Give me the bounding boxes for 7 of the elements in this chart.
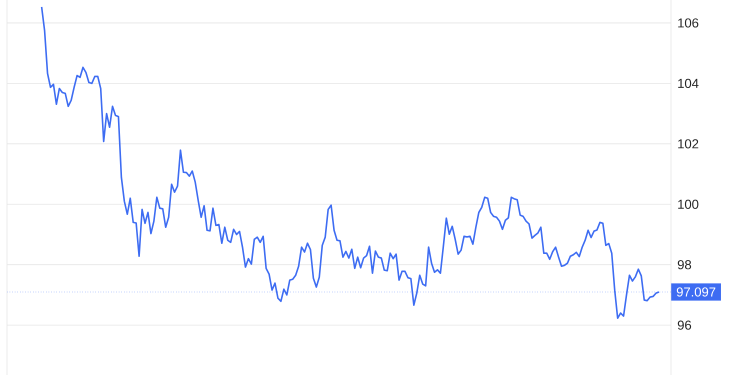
y-tick-label: 104: [678, 78, 699, 88]
y-tick-label: 100: [678, 200, 698, 209]
ref-line-label: 97.097: [676, 287, 716, 297]
y-tick-label: 96: [678, 320, 692, 330]
y-tick-label: 102: [678, 139, 698, 148]
y-tick-label: 106: [678, 18, 698, 28]
y-tick-label: 98: [678, 260, 692, 270]
